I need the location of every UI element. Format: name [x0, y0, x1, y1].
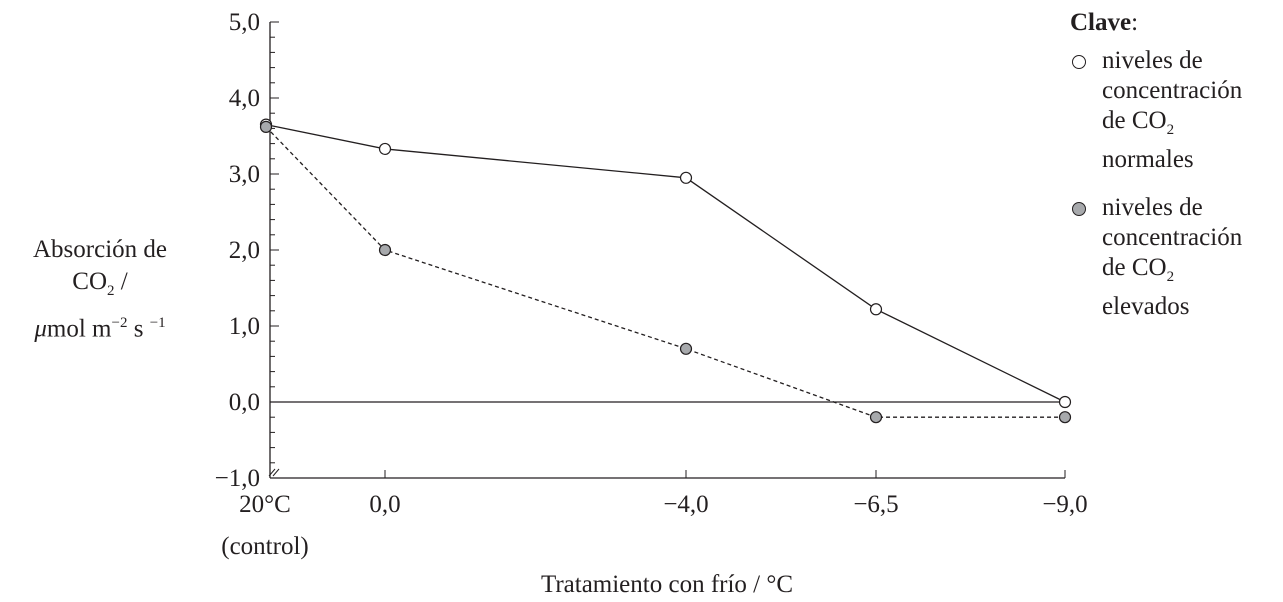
- y-tick-label: 2,0: [229, 237, 260, 264]
- series-points: [259, 118, 1072, 424]
- y-tick-label: 4,0: [229, 85, 260, 112]
- data-point-0: [378, 142, 392, 156]
- open-circle-icon: [1072, 55, 1086, 69]
- data-point-1: [378, 243, 392, 257]
- series-line-0: [265, 123, 1066, 403]
- y-axis-title: Absorción de CO2 / μmol m−2 s −1: [33, 236, 167, 343]
- data-point-1: [259, 120, 273, 133]
- series-lines: [265, 123, 1066, 418]
- axis-break-mark: [272, 468, 280, 477]
- data-point-1: [679, 342, 693, 355]
- x-tick-label: −9,0: [1042, 491, 1087, 518]
- legend: Clave: niveles de concentración de CO2 n…: [1070, 8, 1280, 322]
- y-tick-label: −1,0: [215, 465, 260, 492]
- y-tick-label: 0,0: [229, 389, 260, 416]
- data-point-0: [679, 171, 693, 184]
- x-tick-sublabel: (control): [221, 533, 308, 560]
- y-tick-label: 5,0: [229, 9, 260, 36]
- x-tick-label: 0,0: [369, 491, 400, 518]
- data-point-0: [869, 303, 883, 316]
- filled-circle-icon: [1072, 202, 1086, 216]
- x-axis-title: Tratamiento con frío / °C: [541, 571, 793, 598]
- data-point-0: [1058, 395, 1072, 409]
- x-tick-label: 20°C: [239, 491, 291, 518]
- x-tick-label: −6,5: [853, 491, 898, 518]
- series-line-1: [265, 126, 1065, 418]
- x-tick-label: −4,0: [663, 491, 708, 518]
- legend-title: Clave: [1070, 9, 1132, 36]
- axis-break-mark: [268, 468, 276, 477]
- data-point-1: [869, 411, 883, 424]
- y-tick-label: 1,0: [229, 313, 260, 340]
- legend-item-elevated: niveles de concentración de CO2 elevados: [1070, 193, 1280, 322]
- y-tick-label: 3,0: [229, 161, 260, 188]
- axes: [268, 21, 1066, 479]
- tick-labels: −1,0 0,0 1,0 2,0 3,0 4,0 5,0 20°C 0,0 −4,0 −6,5 −9,…: [215, 9, 1088, 598]
- data-point-1: [1058, 411, 1072, 424]
- legend-item-normal: niveles de concentración de CO2 normales: [1070, 46, 1280, 175]
